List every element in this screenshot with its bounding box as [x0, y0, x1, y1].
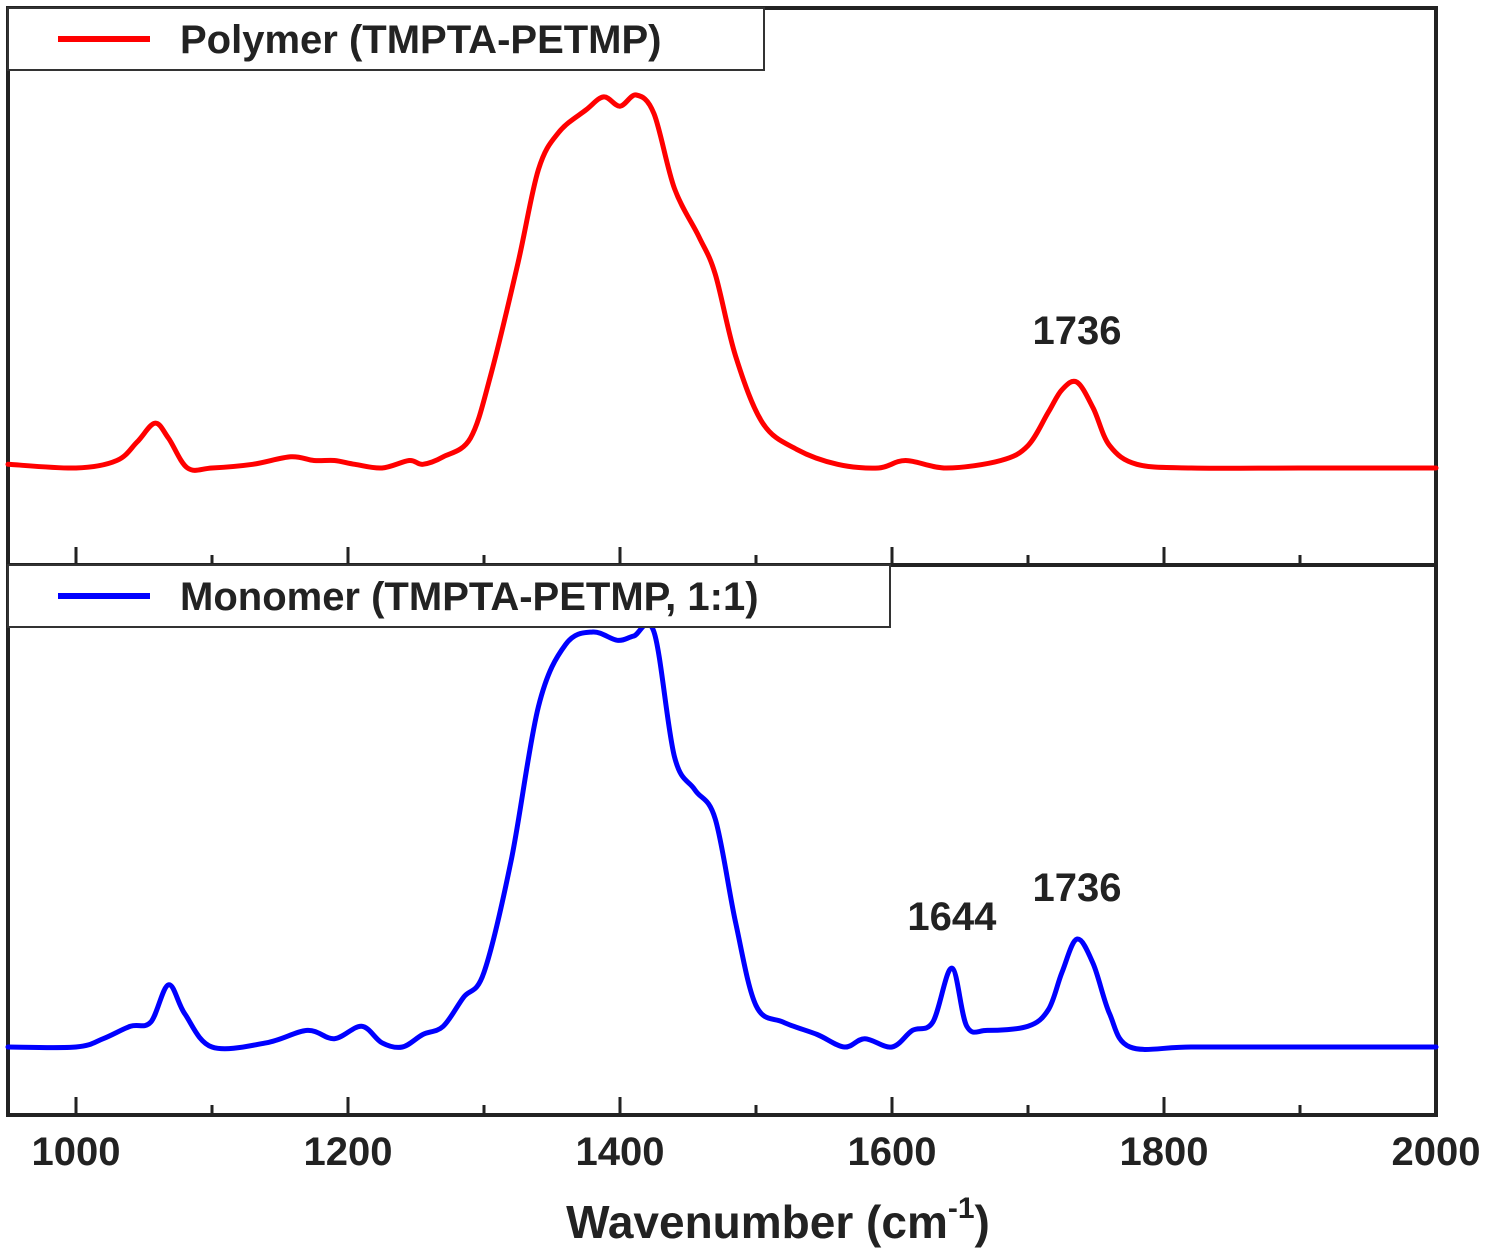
legend-box — [7, 564, 891, 628]
legend: Monomer (TMPTA-PETMP, 1:1) — [7, 564, 891, 628]
series-line — [5, 621, 1439, 1052]
x-tick-label: 1400 — [576, 1130, 665, 1174]
x-tick-label: 1200 — [304, 1130, 393, 1174]
x-axis-title-superscript: -1 — [948, 1192, 975, 1225]
series-line — [5, 92, 1439, 473]
peak-annotation: 1736 — [1032, 309, 1121, 353]
x-tick-label: 1600 — [848, 1130, 937, 1174]
panel-monomer: 1000 1200 1400 1600 1800 2000 Monomer (TMPTA-P… — [5, 563, 1481, 1174]
plot-frame — [6, 6, 1438, 567]
legend: Polymer (TMPTA-PETMP) — [7, 7, 765, 71]
x-axis-title: Wavenumber (cm-1) — [566, 1192, 990, 1248]
legend-label: Polymer (TMPTA-PETMP) — [180, 18, 662, 62]
panel-polymer: Polymer (TMPTA-PETMP) 1736 — [5, 6, 1439, 567]
legend-label: Monomer (TMPTA-PETMP, 1:1) — [180, 575, 759, 619]
peak-annotation: 1644 — [907, 895, 997, 939]
x-axis-title-close: ) — [975, 1196, 990, 1248]
x-axis-title-main: Wavenumber (cm — [566, 1196, 948, 1248]
x-tick-label: 1000 — [32, 1130, 121, 1174]
x-tick-label: 1800 — [1120, 1130, 1209, 1174]
peak-annotation: 1736 — [1032, 866, 1121, 910]
x-tick-label: 2000 — [1392, 1130, 1481, 1174]
